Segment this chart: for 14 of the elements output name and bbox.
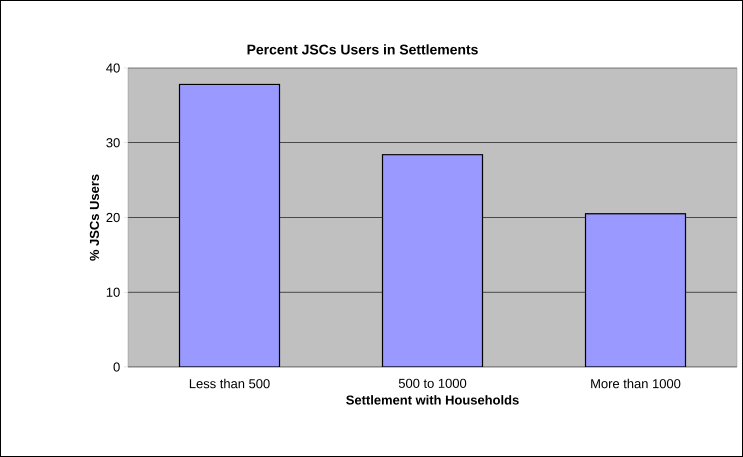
x-tick-label: 500 to 1000 [398, 378, 466, 388]
x-axis-title: Settlement with Households [346, 395, 519, 405]
chart-title: Percent JSCs Users in Settlements [248, 44, 478, 54]
bar [178, 84, 280, 367]
x-tick-label: More than 1000 [591, 378, 680, 388]
bar [382, 154, 484, 367]
x-tick-label: Less than 500 [190, 378, 270, 388]
bar [584, 213, 686, 367]
y-tick-label: 40 [106, 63, 120, 73]
y-tick-label: 0 [114, 362, 120, 372]
y-tick-label: 20 [106, 212, 120, 222]
y-tick-label: 10 [106, 288, 120, 297]
y-tick-label: 30 [106, 138, 120, 148]
y-axis-title: % JSCs Users [90, 174, 99, 261]
